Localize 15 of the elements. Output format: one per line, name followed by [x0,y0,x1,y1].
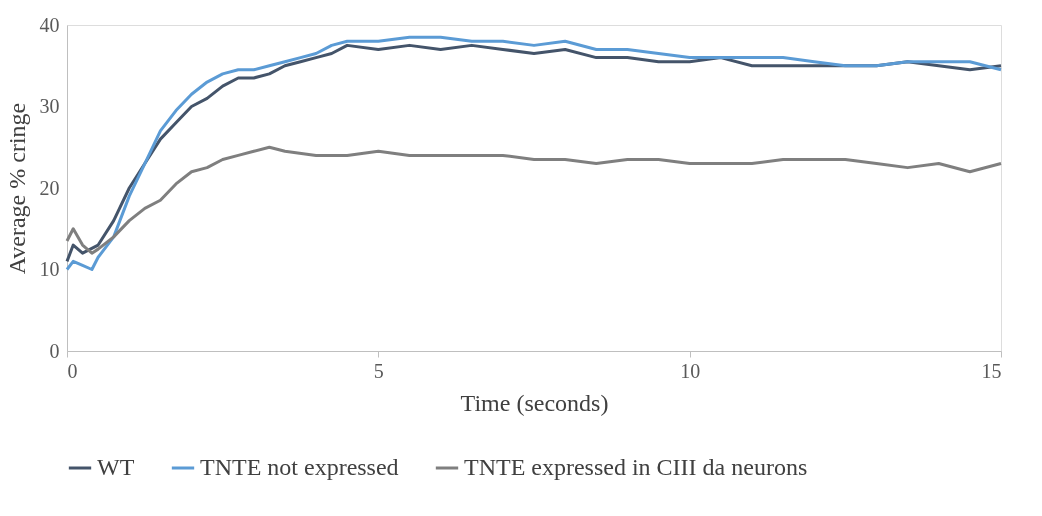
y-tick-label: 20 [39,176,60,199]
y-axis-title: Average % cringe [3,102,30,275]
x-tick-label: 10 [680,359,701,382]
x-tick-label: 0 [67,359,78,382]
line-series [65,145,1003,255]
legend-label: WT [97,454,135,480]
y-tick-label: 10 [39,258,60,280]
x-axis-title: Time (seconds) [460,389,609,416]
y-tick-label: 0 [49,339,60,362]
x-tick-label: 5 [373,359,384,382]
y-tick-label: 30 [39,95,60,117]
y-tick-label: 40 [39,13,60,36]
legend-label: TNTE expressed in CIII da neurons [464,454,808,480]
legend-label: TNTE not expressed [200,454,399,480]
x-tick-label: 15 [981,359,1002,382]
